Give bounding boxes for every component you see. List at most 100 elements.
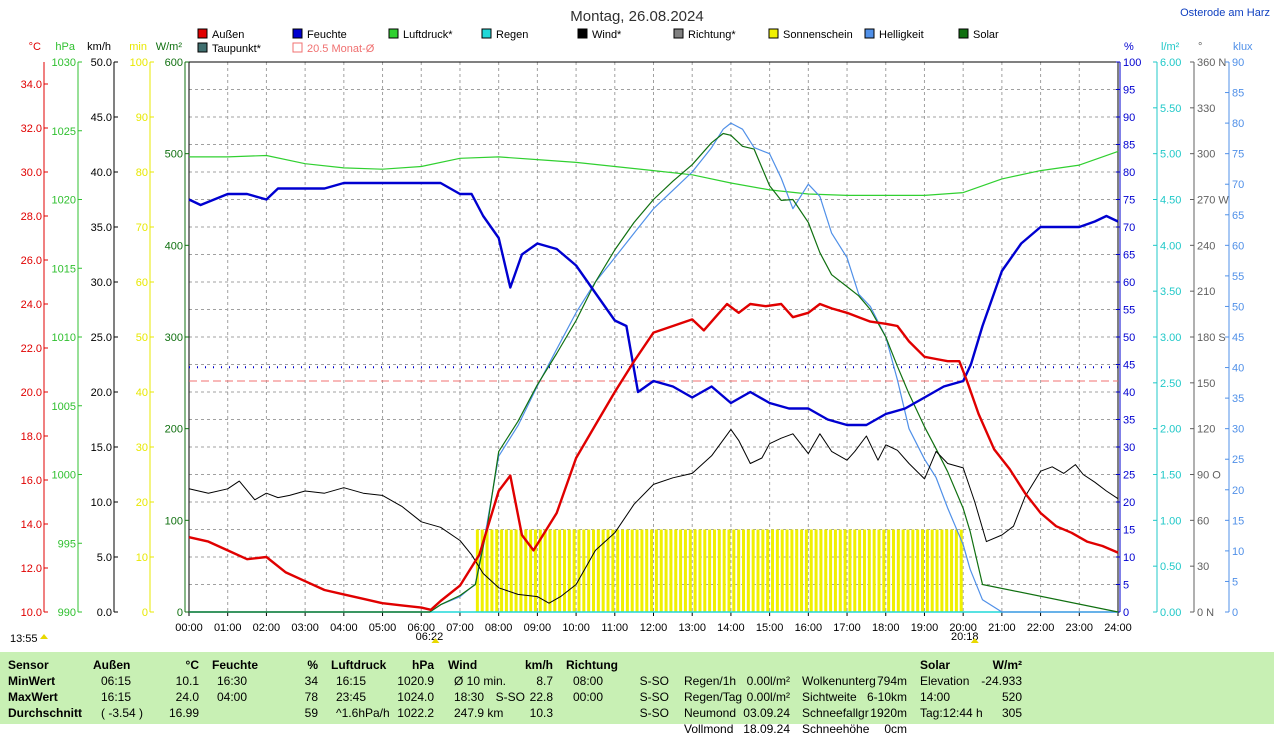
sunshine-bar [659,529,663,612]
sunshine-bar [896,529,900,612]
legend-filled-square-icon [673,28,684,39]
left-axis-tick-label: 100 [165,515,183,527]
sunshine-bar [533,529,537,612]
table-cell: Ø 10 min. [454,674,507,688]
table-header: °C [185,658,199,672]
table-header: Wind [448,658,478,672]
x-axis-tick-label: 16:00 [795,622,823,634]
right-axis-tick-label: 90 O [1197,470,1221,482]
right-axis-tick-label: 1.00 [1160,515,1181,527]
left-axis-tick-label: 0 [142,607,148,619]
x-axis-tick-label: 07:00 [446,622,474,634]
sunshine-bar [558,529,562,612]
table-cell: 794m [876,674,907,688]
table-header: Solar [920,658,951,672]
right-axis-tick-label: 35 [1232,393,1244,405]
right-axis-tick-label: 270 W [1197,195,1229,207]
sunshine-bar [785,529,789,612]
right-axis-tick-label: 35 [1123,415,1135,427]
left-axis-tick-label: 50 [136,332,148,344]
table-cell: 08:00 [573,674,604,688]
left-axis-tick-label: 25.0 [91,332,112,344]
sunshine-bar [800,529,804,612]
left-axis-tick-label: 5.0 [97,552,112,564]
sunshine-bar [858,529,862,612]
right-axis-tick-label: 0.50 [1160,561,1181,573]
x-axis-tick-label: 18:00 [872,622,900,634]
left-axis-tick-label: 80 [136,167,148,179]
table-header: km/h [524,658,553,672]
table-cell: Regen/Tag [684,690,743,704]
sunshine-bar [824,529,828,612]
right-axis-tick-label: 25 [1123,470,1135,482]
table-header: % [307,658,318,672]
left-axis-tick-label: 40.0 [91,167,112,179]
legend-filled-square-icon [481,28,492,39]
right-axis-tick-label: 120 [1197,424,1215,436]
sunshine-bar [833,529,837,612]
legend-label: Richtung* [688,29,736,41]
table-row-label: MaxWert [8,690,58,704]
table-cell: Sichtweite [802,690,857,704]
left-axis-tick-label: 12.0 [21,563,42,575]
sunshine-bar [829,529,833,612]
sunshine-bar [901,529,905,612]
legend-label: Feuchte [307,29,347,41]
sunshine-bar [872,529,876,612]
table-cell: 0.00l/m² [746,690,790,704]
table-cell: 06:15 [101,674,132,688]
left-axis-tick-label: 24.0 [21,299,42,311]
table-cell: Vollmond [684,722,734,736]
table-header: W/m² [992,658,1022,672]
x-axis-tick-label: 08:00 [485,622,513,634]
sunshine-bar [664,529,668,612]
right-axis-tick-label: 100 [1123,57,1141,69]
right-axis-tick-label: 85 [1123,140,1135,152]
right-axis-tick-label: 3.00 [1160,332,1181,344]
right-axis-tick-label: 65 [1123,250,1135,262]
sunshine-bar [635,529,639,612]
table-cell: 10.1 [175,674,199,688]
sunshine-bar [935,529,939,612]
table-cell: 16.99 [168,706,199,720]
sunrise-label: 06:22 [416,631,444,643]
left-axis-unit: W/m² [156,41,183,53]
left-axis-unit: hPa [55,41,75,53]
left-axis-tick-label: 40 [136,387,148,399]
time-marker [40,634,48,639]
sunshine-bar [500,529,504,612]
sunshine-bar [867,529,871,612]
left-axis-tick-label: 32.0 [21,123,42,135]
right-axis-tick-label: 10 [1123,552,1135,564]
right-axis-tick-label: 85 [1232,88,1244,100]
table-cell: S-SO [495,690,525,704]
right-axis-tick-label: 20 [1123,497,1135,509]
left-axis-unit: km/h [87,41,111,53]
sunshine-bar [790,529,794,612]
right-axis-tick-label: 95 [1123,85,1135,97]
right-axis-tick-label: 80 [1232,118,1244,130]
sunshine-bar [674,529,678,612]
sunrise-marker [431,638,440,643]
sunshine-bar [751,529,755,612]
table-cell: 16:15 [336,674,367,688]
table-cell: 1920m [870,706,907,720]
table-cell: ( -3.54 ) [101,706,144,720]
x-axis-tick-label: 13:00 [678,622,706,634]
legend-filled-square-icon [292,28,303,39]
x-axis-tick-label: 23:00 [1066,622,1094,634]
table-cell: 03.09.24 [743,706,790,720]
legend-label: Außen [212,29,244,41]
sunshine-bar [504,529,508,612]
sunshine-bar [538,529,542,612]
right-axis-tick-label: 0.00 [1160,607,1181,619]
table-header: Außen [93,658,131,672]
sunshine-bar [921,529,925,612]
table-header: hPa [411,658,434,672]
left-axis-tick-label: 1000 [52,470,76,482]
right-axis-tick-label: 75 [1123,195,1135,207]
series-line-luftdruck [189,150,1119,196]
right-axis-tick-label: 90 [1123,112,1135,124]
sunshine-bar [514,529,518,612]
left-axis-tick-label: 10.0 [21,607,42,619]
